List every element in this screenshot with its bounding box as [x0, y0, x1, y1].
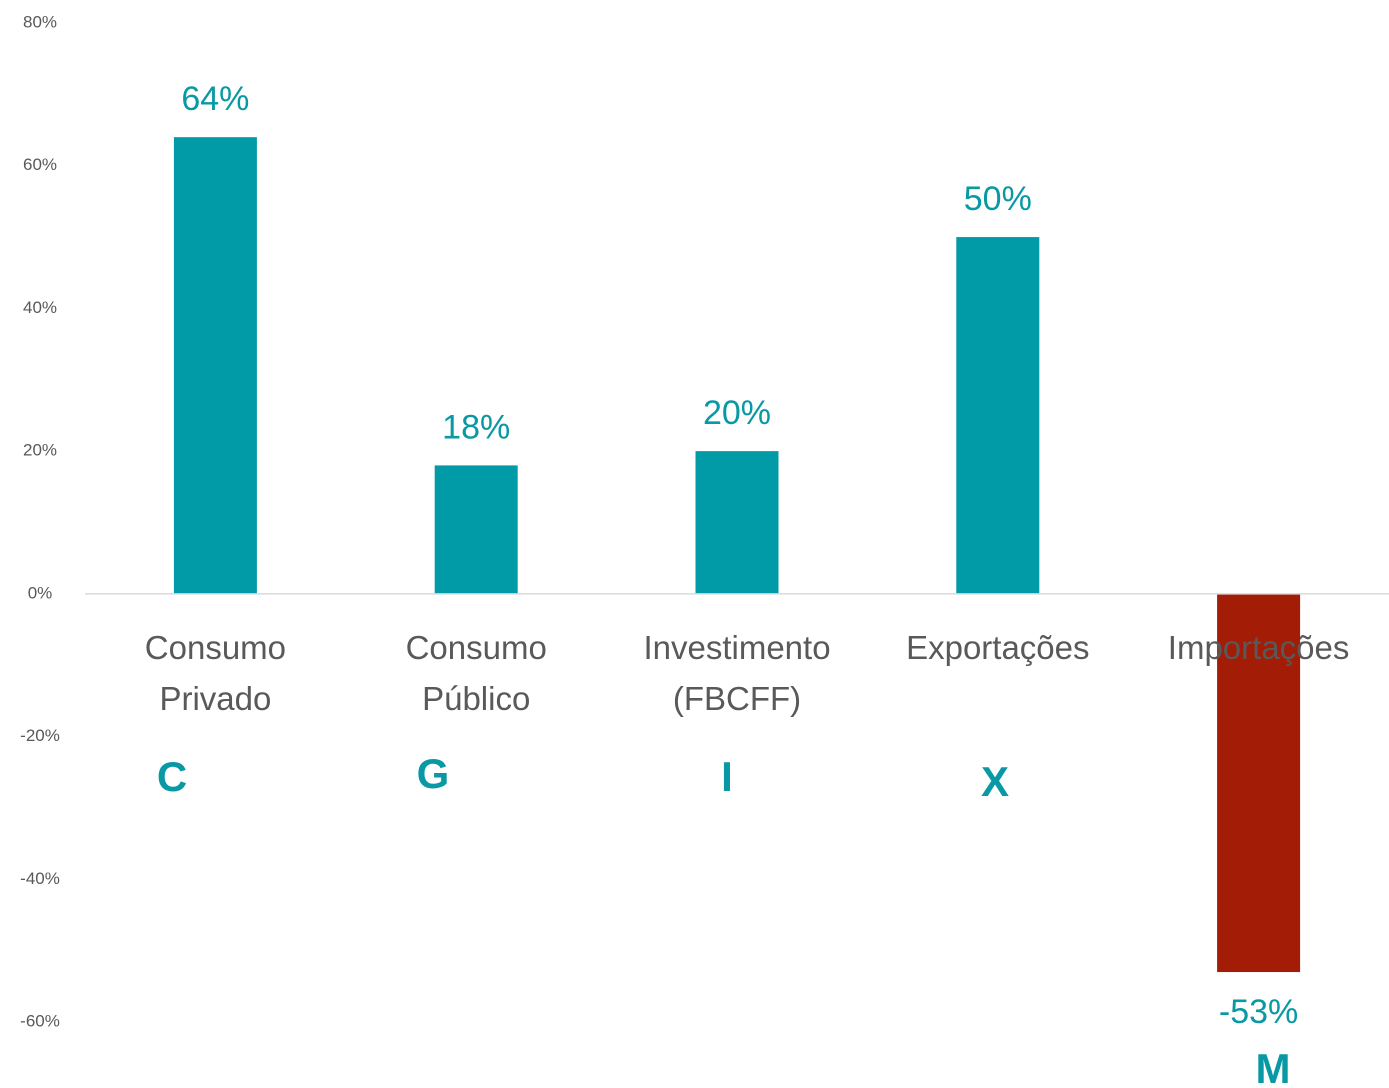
value-label: 64% — [181, 80, 249, 118]
annotation: M — [1256, 1045, 1291, 1088]
x-tick-line: Importações — [1168, 629, 1350, 666]
annotation: X — [981, 758, 1009, 805]
y-tick-label: 0% — [28, 583, 53, 602]
value-label: 20% — [703, 394, 771, 432]
x-tick-line: Consumo — [406, 629, 547, 666]
x-tick-label: Consumo Público — [406, 629, 547, 717]
y-tick-label: 80% — [23, 12, 57, 31]
y-tick-label: -20% — [20, 726, 60, 745]
x-tick-line: Privado — [159, 680, 271, 717]
y-tick-label: -60% — [20, 1011, 60, 1030]
y-tick-label: 20% — [23, 441, 57, 460]
x-tick-line: (FBCFF) — [673, 680, 801, 717]
x-tick-line: Público — [422, 680, 530, 717]
y-tick-label: -40% — [20, 869, 60, 888]
bar — [695, 451, 779, 594]
bar — [434, 465, 518, 594]
value-label: -53% — [1219, 993, 1298, 1031]
x-tick-line: Investimento — [643, 629, 830, 666]
bar — [1217, 593, 1301, 973]
y-tick-label: 40% — [23, 298, 57, 317]
x-tick-label: Consumo Privado — [145, 629, 286, 717]
y-tick-label: 60% — [23, 155, 57, 174]
bar — [173, 137, 257, 594]
x-tick-label: Investimento (FBCFF) — [643, 629, 830, 717]
x-tick-label: Exportações — [906, 629, 1089, 666]
bar — [956, 237, 1040, 594]
x-tick-line: Exportações — [906, 629, 1089, 666]
annotation: C — [157, 753, 187, 800]
annotation: G — [417, 750, 450, 797]
value-label: 18% — [442, 408, 510, 446]
value-label: 50% — [964, 180, 1032, 218]
x-tick-label: Importações — [1168, 629, 1350, 666]
x-tick-line: Consumo — [145, 629, 286, 666]
annotation: I — [721, 753, 733, 800]
